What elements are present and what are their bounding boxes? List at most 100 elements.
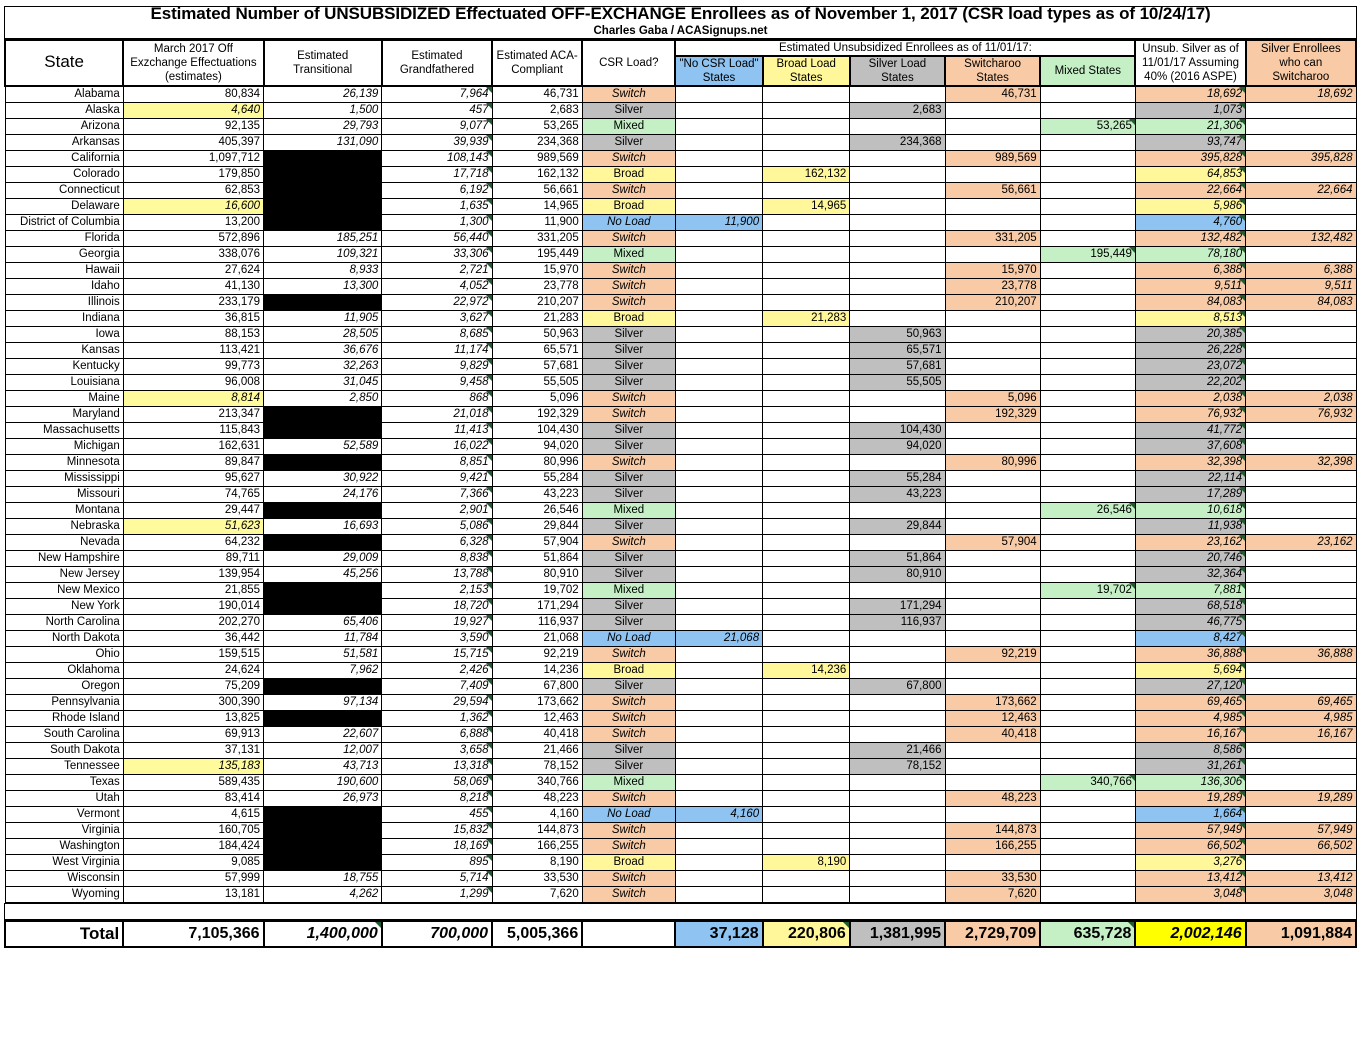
cell-mixed <box>1039 629 1136 647</box>
cell-broad-load <box>762 245 851 263</box>
total-grandfathered: 700,000 <box>380 919 494 948</box>
cell-can-switcharoo: 32,398 <box>1245 453 1357 471</box>
cell-csr-load: Silver <box>581 469 676 487</box>
cell-silver-load <box>849 805 946 823</box>
cell-no-csr-load <box>674 485 764 503</box>
cell-csr-load: No Load <box>581 805 676 823</box>
cell-silver-load <box>849 117 946 135</box>
cell-silver-load <box>849 453 946 471</box>
table-row: Idaho 41,130 13,300 4,052 23,778 Switch 23,778… <box>4 277 1357 295</box>
table-row: Georgia 338,076 109,321 33,306 195,449 Mixed 1… <box>4 245 1357 263</box>
cell-transitional-redacted <box>263 533 383 551</box>
cell-grandfathered: 4,052 <box>381 277 493 295</box>
cell-transitional: 31,045 <box>263 373 383 391</box>
cell-silver-load: 104,430 <box>849 421 946 439</box>
cell-no-csr-load <box>674 245 764 263</box>
cell-aca-compliant: 340,766 <box>491 773 583 791</box>
cell-can-switcharoo: 36,888 <box>1245 645 1357 663</box>
cell-grandfathered: 3,590 <box>381 629 493 647</box>
cell-silver-load <box>849 629 946 647</box>
cell-unsub-silver: 16,167 <box>1134 725 1247 743</box>
table-row: Mississippi 95,627 30,922 9,421 55,284 Silver… <box>4 469 1357 487</box>
cell-grandfathered: 2,426 <box>381 661 493 679</box>
cell-aca-compliant: 210,207 <box>491 293 583 311</box>
cell-aca-compliant: 14,236 <box>491 661 583 679</box>
cell-mixed <box>1039 853 1136 871</box>
cell-csr-load: Mixed <box>581 501 676 519</box>
cell-switcharoo <box>944 581 1041 599</box>
spacer-cell <box>4 902 1357 920</box>
cell-broad-load <box>762 741 851 759</box>
cell-can-switcharoo <box>1245 421 1357 439</box>
total-aca: 5,005,366 <box>491 919 584 948</box>
table-row: Texas 589,435 190,600 58,069 340,766 Mixed 340… <box>4 773 1357 791</box>
cell-can-switcharoo <box>1245 373 1357 391</box>
cell-can-switcharoo: 76,932 <box>1245 405 1357 423</box>
col-header-grandfathered: Estimated Grandfathered <box>380 39 494 87</box>
cell-no-csr-load <box>674 549 764 567</box>
cell-no-csr-load <box>674 101 764 119</box>
cell-transitional: 7,962 <box>263 661 383 679</box>
cell-transitional: 26,973 <box>263 789 383 807</box>
cell-transitional: 8,933 <box>263 261 383 279</box>
cell-unsub-silver: 2,038 <box>1134 389 1247 407</box>
cell-mixed <box>1039 821 1136 839</box>
cell-grandfathered: 6,328 <box>381 533 493 551</box>
cell-state: Connecticut <box>4 181 124 199</box>
cell-mixed <box>1039 837 1136 855</box>
table-row: Ohio 159,515 51,581 15,715 92,219 Switch 92,21… <box>4 645 1357 663</box>
cell-unsub-silver: 1,073 <box>1134 101 1247 119</box>
cell-grandfathered: 58,069 <box>381 773 493 791</box>
cell-csr-load: Switch <box>581 869 676 887</box>
cell-aca-compliant: 33,530 <box>491 869 583 887</box>
cell-transitional: 26,139 <box>263 85 383 103</box>
cell-transitional: 11,784 <box>263 629 383 647</box>
table-row: Arizona 92,135 29,793 9,077 53,265 Mixed 53,26… <box>4 117 1357 135</box>
col-header-csr-load: CSR Load? <box>581 39 677 87</box>
total-row: Total 7,105,366 1,400,000 700,000 5,005,… <box>3 919 1358 948</box>
cell-can-switcharoo: 22,664 <box>1245 181 1357 199</box>
total-csr-load <box>581 919 677 948</box>
cell-no-csr-load <box>674 517 764 535</box>
cell-march-2017: 4,640 <box>122 101 265 119</box>
cell-march-2017: 338,076 <box>122 245 265 263</box>
table-row: Maine 8,814 2,850 868 5,096 Switch 5,096 2,038 2… <box>4 389 1357 407</box>
cell-state: Utah <box>4 789 124 807</box>
cell-grandfathered: 13,788 <box>381 565 493 583</box>
cell-silver-load: 78,152 <box>849 757 946 775</box>
cell-silver-load: 21,466 <box>849 741 946 759</box>
table-row: West Virginia 9,085 895 8,190 Broad 8,190 3,27… <box>4 853 1357 871</box>
cell-silver-load: 94,020 <box>849 437 946 455</box>
cell-switcharoo <box>944 133 1041 151</box>
cell-silver-load <box>849 389 946 407</box>
cell-broad-load <box>762 85 851 103</box>
cell-broad-load <box>762 757 851 775</box>
cell-broad-load <box>762 437 851 455</box>
total-no-csr-load: 37,128 <box>674 919 764 948</box>
cell-switcharoo <box>944 357 1041 375</box>
cell-csr-load: Switch <box>581 533 676 551</box>
cell-grandfathered: 15,832 <box>381 821 493 839</box>
table-row: Tennessee 135,183 43,713 13,318 78,152 Silver… <box>4 757 1357 775</box>
cell-transitional: 29,793 <box>263 117 383 135</box>
cell-broad-load <box>762 821 851 839</box>
cell-silver-load <box>849 725 946 743</box>
cell-unsub-silver: 23,162 <box>1134 533 1247 551</box>
cell-state: Minnesota <box>4 453 124 471</box>
cell-csr-load: Switch <box>581 821 676 839</box>
cell-broad-load <box>762 341 851 359</box>
cell-unsub-silver: 66,502 <box>1134 837 1247 855</box>
cell-transitional-redacted <box>263 213 383 231</box>
table-row: Wisconsin 57,999 18,755 5,714 33,530 Switch 33… <box>4 869 1357 887</box>
cell-state: New York <box>4 597 124 615</box>
col-header-transitional: Estimated Transitional <box>262 39 383 87</box>
cell-state: Arizona <box>4 117 124 135</box>
cell-broad-load <box>762 645 851 663</box>
col-header-mixed: Mixed States <box>1039 55 1137 87</box>
cell-can-switcharoo: 3,048 <box>1245 885 1357 903</box>
cell-mixed: 340,766 <box>1039 773 1136 791</box>
cell-transitional: 24,176 <box>263 485 383 503</box>
cell-can-switcharoo <box>1245 549 1357 567</box>
cell-silver-load: 57,681 <box>849 357 946 375</box>
